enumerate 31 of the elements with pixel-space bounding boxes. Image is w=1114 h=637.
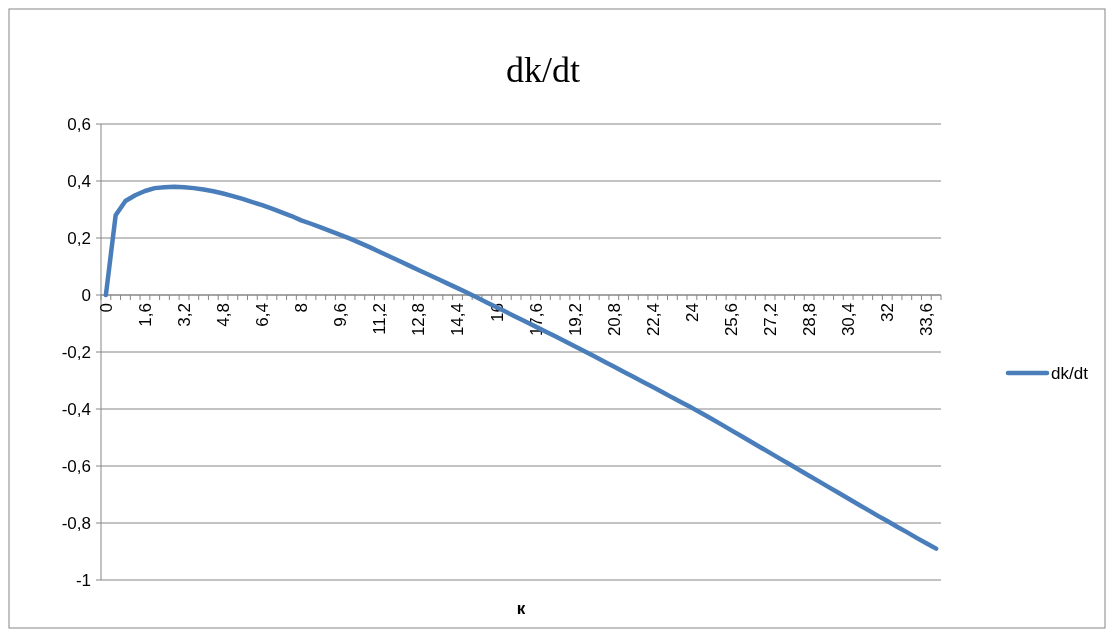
x-tick-label: 24 <box>682 303 702 322</box>
x-tick-label: 22,4 <box>643 303 663 337</box>
x-tick-label: 20,8 <box>604 303 624 337</box>
x-tick-label: 12,8 <box>409 303 429 337</box>
y-tick-label: -0,8 <box>61 513 91 533</box>
x-tick-label: 0 <box>96 303 116 313</box>
y-tick-label: -1 <box>75 570 91 590</box>
x-tick-label: 33,6 <box>917 303 937 337</box>
x-tick-label: 19,2 <box>565 303 585 337</box>
x-tick-label: 8 <box>292 303 312 313</box>
x-tick-label: 28,8 <box>800 303 820 337</box>
x-axis-title: к <box>516 599 526 618</box>
x-tick-label: 3,2 <box>174 303 194 327</box>
y-tick-label: 0,6 <box>67 114 91 134</box>
y-tick-label: 0,4 <box>67 171 91 191</box>
x-tick-label: 14,4 <box>448 303 468 337</box>
x-tick-label: 32 <box>878 303 898 322</box>
y-tick-label: -0,6 <box>61 456 91 476</box>
x-tick-label: 11,2 <box>370 303 390 335</box>
y-tick-label: -0,2 <box>61 342 91 362</box>
x-tick-label: 27,2 <box>761 303 781 337</box>
legend-label: dk/dt <box>1051 363 1089 383</box>
x-tick-label: 4,8 <box>214 303 234 327</box>
y-tick-label: -0,4 <box>61 399 91 419</box>
x-tick-label: 9,6 <box>331 303 351 327</box>
y-tick-label: 0,2 <box>67 228 91 248</box>
x-tick-label: 25,6 <box>721 303 741 337</box>
x-tick-label: 6,4 <box>253 303 273 327</box>
x-tick-label: 1,6 <box>135 303 155 327</box>
chart-title: dk/dt <box>505 50 581 90</box>
x-tick-label: 30,4 <box>839 303 859 337</box>
